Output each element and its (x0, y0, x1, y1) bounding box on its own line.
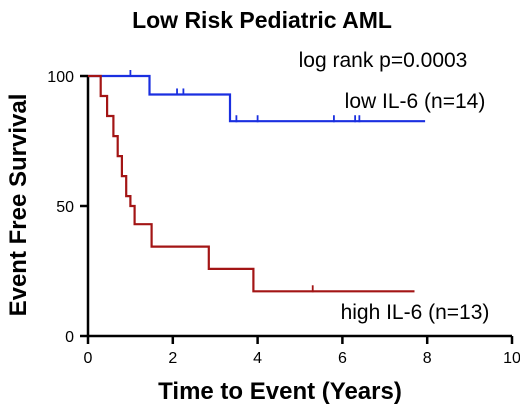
x-tick-label: 8 (423, 350, 432, 367)
y-tick-label: 100 (47, 69, 74, 86)
x-tick-label: 0 (84, 350, 93, 367)
x-tick-label: 2 (168, 350, 177, 367)
y-tick-label: 50 (56, 199, 74, 216)
y-tick-label: 0 (65, 329, 74, 346)
x-tick-label: 6 (338, 350, 347, 367)
x-axis-title: Time to Event (Years) (158, 378, 402, 405)
p-value-annotation: log rank p=0.0003 (299, 49, 468, 72)
chart-title: Low Risk Pediatric AML (132, 7, 392, 33)
survival-curve-low-il-6 (88, 74, 426, 123)
ticks (80, 74, 514, 344)
axes (86, 76, 512, 338)
survival-curve-high-il-6 (88, 74, 415, 293)
low-il6-label: low IL-6 (n=14) (345, 90, 486, 113)
series-group (88, 70, 426, 293)
y-axis-title: Event Free Survival (5, 94, 32, 317)
x-tick-label: 4 (253, 350, 262, 367)
high-il6-label: high IL-6 (n=13) (341, 301, 490, 324)
x-tick-label: 10 (503, 350, 520, 367)
